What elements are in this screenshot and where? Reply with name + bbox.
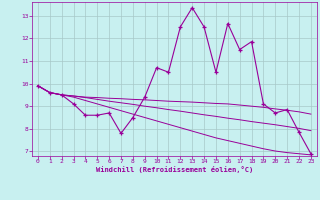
X-axis label: Windchill (Refroidissement éolien,°C): Windchill (Refroidissement éolien,°C) <box>96 166 253 173</box>
